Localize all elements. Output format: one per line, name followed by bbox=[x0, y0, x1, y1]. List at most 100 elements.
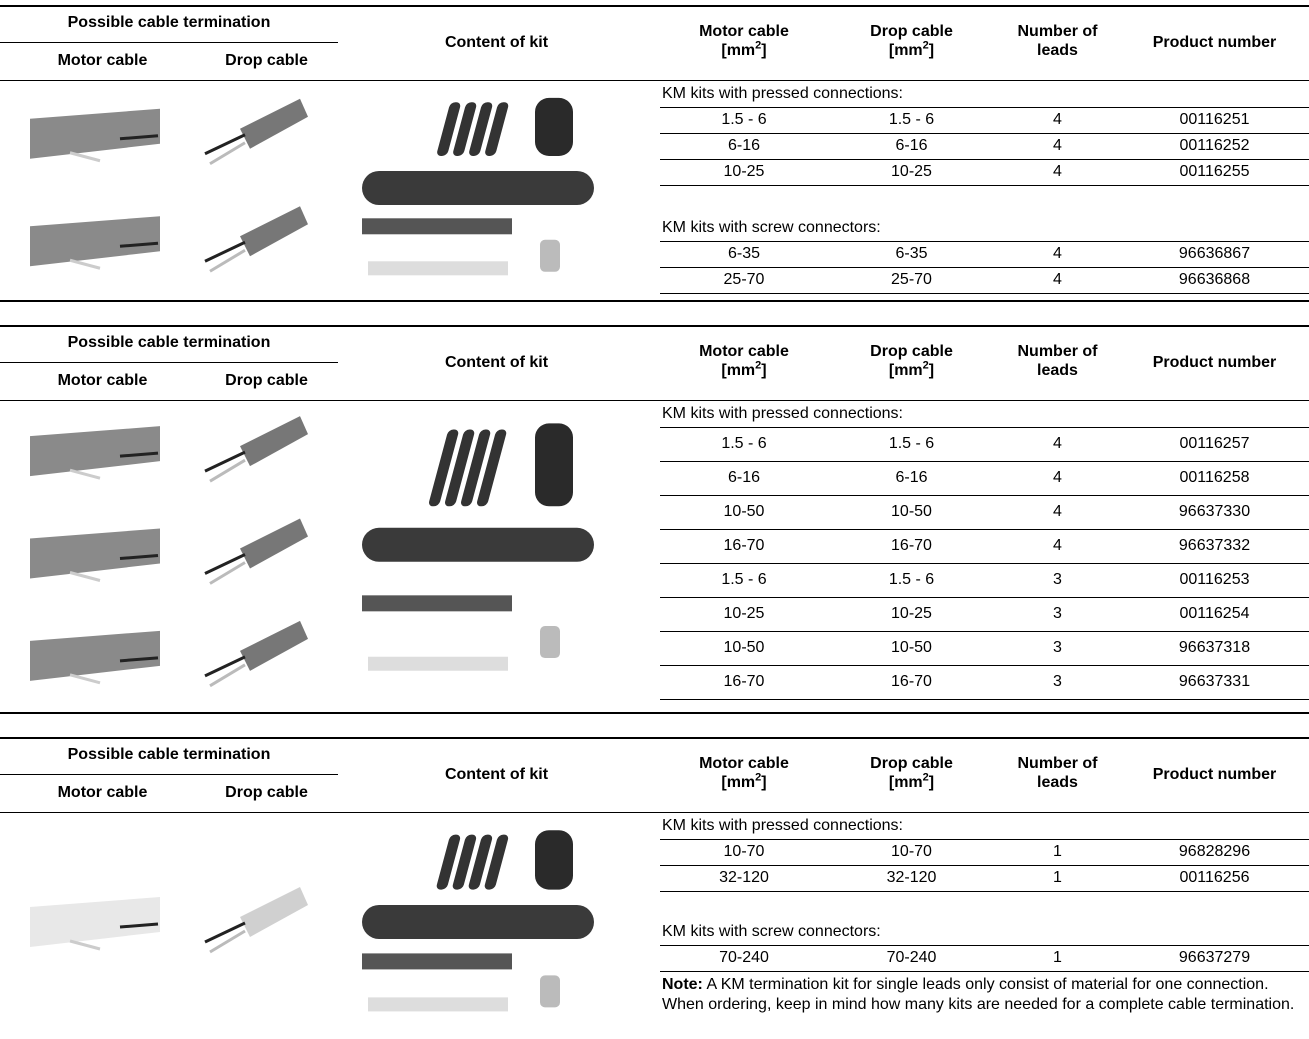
illustration-part bbox=[477, 429, 507, 507]
header-text: [mm bbox=[721, 362, 756, 379]
header-text: Motor cable bbox=[699, 343, 789, 360]
rule bbox=[660, 891, 1309, 892]
illustration-part bbox=[69, 939, 101, 951]
rule bbox=[660, 665, 1309, 666]
rule bbox=[0, 737, 1309, 739]
header-text: 2 bbox=[755, 39, 762, 52]
rule bbox=[660, 495, 1309, 496]
illustration-part bbox=[484, 834, 509, 890]
header-text: Motor cable bbox=[699, 755, 789, 772]
illustration-part bbox=[445, 429, 475, 507]
table-cell: 10-50 bbox=[723, 639, 765, 656]
rule bbox=[660, 865, 1309, 866]
table-cell: 3 bbox=[1053, 605, 1062, 622]
illustration-part bbox=[240, 887, 308, 937]
illustration-part bbox=[209, 248, 246, 273]
table-cell: 6-16 bbox=[895, 469, 928, 486]
table-cell: 4 bbox=[1053, 137, 1062, 154]
table-cell: 10-70 bbox=[723, 843, 765, 860]
table-cell: 00116253 bbox=[1179, 571, 1250, 588]
table-cell: 96637279 bbox=[1178, 949, 1251, 966]
table-cell: 4 bbox=[1053, 435, 1062, 452]
table-cell: 96637331 bbox=[1178, 673, 1251, 690]
table-cell: 10-50 bbox=[723, 503, 765, 520]
rule bbox=[660, 241, 1309, 242]
illustration-part bbox=[119, 554, 159, 560]
illustration-part bbox=[209, 141, 246, 166]
header-text: 2 bbox=[922, 39, 929, 52]
rule bbox=[0, 712, 1309, 714]
table-cell: 96637332 bbox=[1178, 537, 1251, 554]
table-cell: 10-50 bbox=[891, 639, 932, 656]
table-cell: 10-25 bbox=[891, 163, 932, 180]
illustration-part bbox=[469, 102, 493, 156]
table-cell: 6-16 bbox=[895, 137, 928, 154]
rule bbox=[0, 5, 1309, 7]
illustration-part bbox=[209, 458, 246, 483]
illustration-part bbox=[540, 975, 560, 1008]
rule bbox=[0, 80, 1309, 81]
illustration-part bbox=[453, 102, 477, 156]
illustration bbox=[30, 97, 594, 276]
illustration-part bbox=[240, 98, 308, 149]
rule bbox=[0, 42, 338, 43]
header-text: Motor cable [mm2] bbox=[660, 754, 828, 792]
rule bbox=[0, 300, 1309, 302]
table-cell: 00116255 bbox=[1179, 163, 1250, 180]
header-text: Drop cable [mm2] bbox=[828, 22, 995, 60]
header-text: Product number bbox=[1152, 34, 1277, 51]
table-cell: 1.5 - 6 bbox=[888, 435, 935, 452]
header-text: Possible cable termination bbox=[67, 746, 271, 763]
illustration-part bbox=[30, 108, 160, 159]
illustration-part bbox=[240, 620, 308, 671]
table-cell: 4 bbox=[1053, 111, 1062, 128]
illustration-part bbox=[30, 426, 160, 477]
table-cell: 16-70 bbox=[723, 673, 765, 690]
illustration-part bbox=[535, 97, 573, 156]
table-cell: 1.5 - 6 bbox=[888, 571, 935, 588]
header-text: Drop cable bbox=[870, 23, 953, 40]
header-text: Number of leads bbox=[1017, 23, 1098, 59]
table-cell: 4 bbox=[1053, 245, 1062, 262]
table-cell: 70-240 bbox=[719, 949, 769, 966]
illustration-part bbox=[119, 656, 159, 663]
header-text: Number of leads bbox=[1017, 755, 1098, 791]
illustration-part bbox=[437, 102, 461, 156]
illustration-part bbox=[452, 834, 477, 890]
rule bbox=[660, 461, 1309, 462]
header-text: Motor cable [mm2] bbox=[660, 342, 828, 380]
illustration bbox=[30, 830, 594, 1012]
header-text: Drop cable bbox=[225, 784, 308, 801]
illustration-part bbox=[69, 571, 101, 582]
table-cell: 4 bbox=[1053, 537, 1062, 554]
header-text: 2 bbox=[755, 771, 762, 784]
illustration-part bbox=[119, 451, 159, 458]
table-cell: 96637330 bbox=[1178, 503, 1251, 520]
illustration-part bbox=[429, 429, 459, 507]
table-cell: 00116254 bbox=[1179, 605, 1250, 622]
rule bbox=[660, 185, 1309, 186]
table-cell: 4 bbox=[1053, 271, 1062, 288]
illustration-part bbox=[461, 429, 491, 507]
header-text: [mm bbox=[721, 42, 756, 59]
table-cell: 70-240 bbox=[886, 949, 937, 966]
rule bbox=[660, 597, 1309, 598]
illustration-part bbox=[485, 102, 509, 156]
illustration-part bbox=[204, 655, 246, 678]
illustration-part bbox=[362, 905, 594, 939]
illustration-part bbox=[240, 206, 308, 257]
header-text: 2 bbox=[922, 771, 929, 784]
rule bbox=[660, 529, 1309, 530]
illustration-part bbox=[69, 673, 101, 685]
header-text: Motor cable bbox=[699, 23, 789, 40]
header-text: [mm bbox=[888, 42, 923, 59]
rule bbox=[660, 293, 1309, 294]
table-cell: 00116252 bbox=[1179, 137, 1250, 154]
table-cell: 16-70 bbox=[891, 537, 932, 554]
group-title: KM kits with pressed connections: bbox=[662, 817, 903, 834]
illustration-part bbox=[368, 261, 508, 276]
header-text: 2 bbox=[755, 359, 762, 372]
illustration-part bbox=[362, 171, 594, 205]
header-text: 2 bbox=[922, 359, 929, 372]
table-cell: 16-70 bbox=[723, 537, 765, 554]
